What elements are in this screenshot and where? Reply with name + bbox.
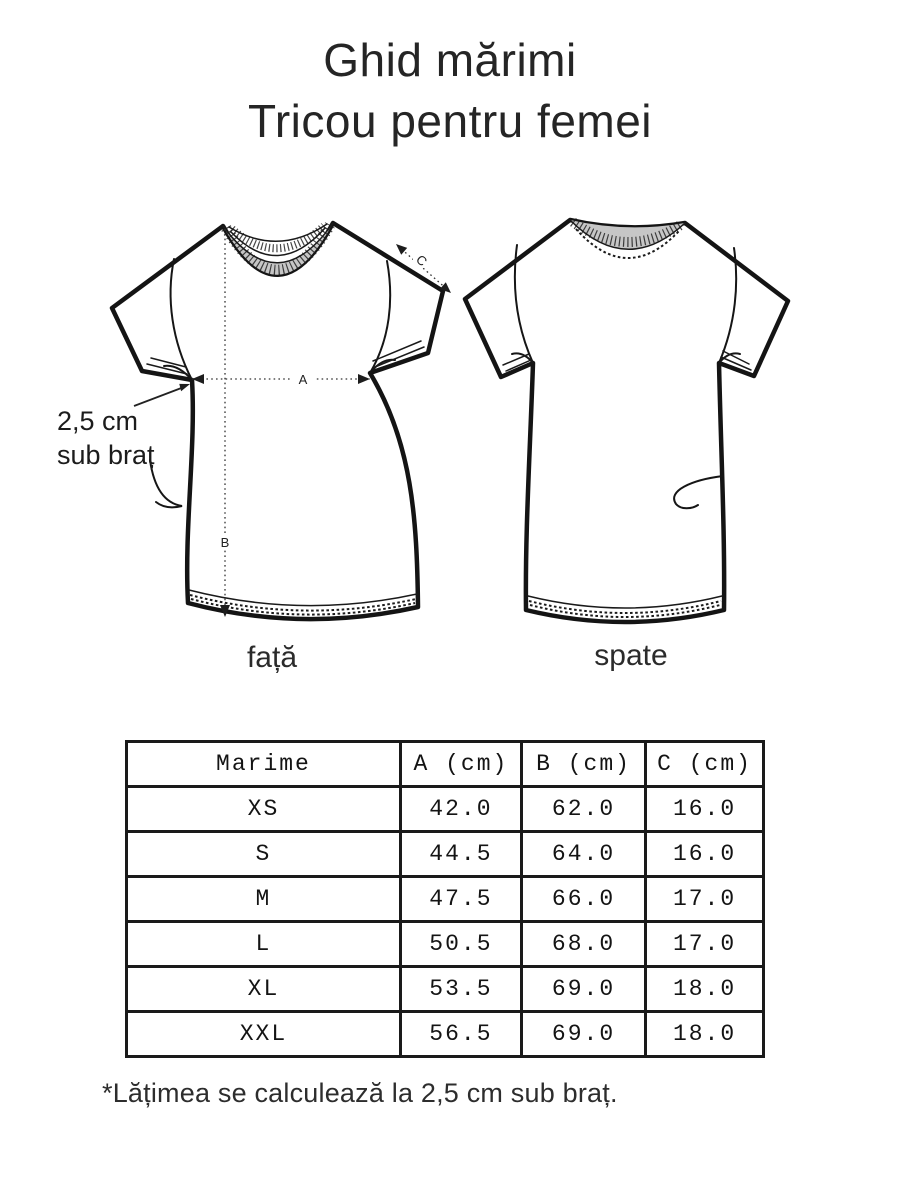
a-cell: 53.5	[398, 965, 523, 1013]
c-cell: 17.0	[644, 920, 765, 968]
size-table: Marime A (cm) B (cm) C (cm) XS 42.0 62.0…	[125, 740, 765, 1058]
dimension-a: A	[192, 370, 370, 387]
page-title-line1: Ghid mărimi	[323, 34, 577, 86]
footnote: *Lățimea se calculează la 2,5 cm sub bra…	[102, 1078, 618, 1108]
a-cell: 42.0	[398, 785, 523, 833]
c-cell: 17.0	[644, 875, 765, 923]
size-cell: M	[125, 875, 402, 923]
underarm-note-line2: sub braț	[57, 440, 155, 470]
b-cell: 66.0	[519, 875, 648, 923]
col-header-size: Marime	[125, 740, 402, 788]
fold-line	[149, 459, 183, 509]
front-shirt-drawing: A B C	[109, 220, 451, 622]
collar-band	[223, 223, 333, 275]
collar-ribbing	[221, 222, 335, 276]
b-cell: 64.0	[519, 830, 648, 878]
armhole-seam-left	[513, 244, 534, 364]
dimension-b: B	[217, 229, 233, 617]
a-cell: 44.5	[398, 830, 523, 878]
table-row: XXL 56.5 69.0 18.0	[125, 1010, 765, 1058]
b-cell: 69.0	[519, 1010, 648, 1058]
size-cell: XS	[125, 785, 402, 833]
collar-stitch	[575, 228, 680, 259]
fold-line	[673, 475, 724, 510]
dim-b-label: B	[221, 535, 230, 550]
underarm-note: 2,5 cm sub braț	[57, 404, 155, 472]
back-shirt-body	[462, 217, 791, 625]
collar-band	[570, 220, 685, 250]
page-title-line2: Tricou pentru femei	[247, 95, 653, 147]
underarm-pointer-arrow	[133, 383, 190, 407]
table-row: M 47.5 66.0 17.0	[125, 875, 765, 923]
dimension-c: C	[396, 244, 451, 293]
a-cell: 56.5	[398, 1010, 523, 1058]
c-cell: 16.0	[644, 830, 765, 878]
armhole-seam-right	[718, 247, 738, 364]
table-row: XS 42.0 62.0 16.0	[125, 785, 765, 833]
dim-a-label: A	[299, 372, 308, 387]
table-row: S 44.5 64.0 16.0	[125, 830, 765, 878]
size-cell: S	[125, 830, 402, 878]
c-cell: 18.0	[644, 965, 765, 1013]
b-cell: 62.0	[519, 785, 648, 833]
col-header-b: B (cm)	[519, 740, 648, 788]
page-title: Ghid mărimi Tricou pentru femei	[0, 30, 900, 152]
front-caption: față	[246, 641, 298, 674]
col-header-a: A (cm)	[398, 740, 523, 788]
table-header-row: Marime A (cm) B (cm) C (cm)	[125, 740, 765, 788]
col-header-c: C (cm)	[644, 740, 765, 788]
a-cell: 47.5	[398, 875, 523, 923]
size-cell: XL	[125, 965, 402, 1013]
c-cell: 18.0	[644, 1010, 765, 1058]
c-cell: 16.0	[644, 785, 765, 833]
underarm-note-line1: 2,5 cm	[57, 406, 139, 436]
front-shirt-body	[109, 220, 446, 622]
size-cell: XXL	[125, 1010, 402, 1058]
b-cell: 69.0	[519, 965, 648, 1013]
back-shirt-drawing	[462, 217, 791, 625]
b-cell: 68.0	[519, 920, 648, 968]
armhole-seam-right	[369, 260, 392, 374]
table-row: XL 53.5 69.0 18.0	[125, 965, 765, 1013]
back-caption: spate	[594, 639, 668, 672]
backneck-ribbing	[229, 223, 327, 253]
size-cell: L	[125, 920, 402, 968]
a-cell: 50.5	[398, 920, 523, 968]
table-row: L 50.5 68.0 17.0	[125, 920, 765, 968]
